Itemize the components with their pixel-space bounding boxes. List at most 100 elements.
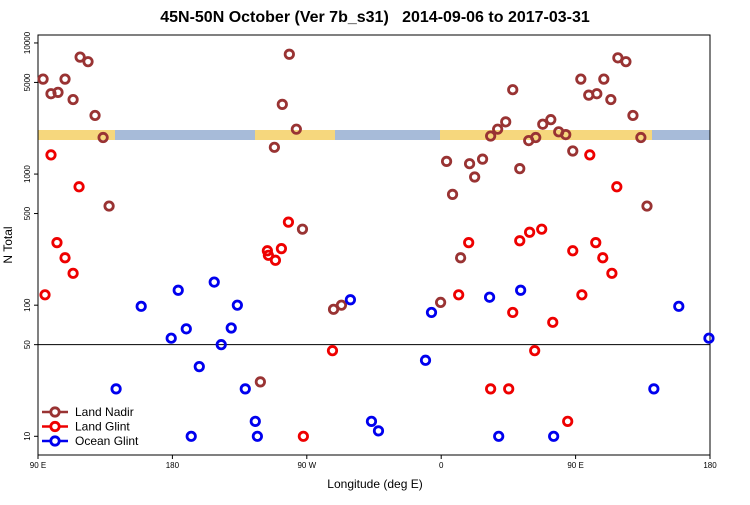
point [193,361,205,373]
point [548,430,560,442]
point [463,237,475,249]
point [547,316,559,328]
point [335,299,348,311]
x-tick-label: 180 [166,461,180,470]
point [208,276,220,288]
point [73,181,85,193]
point [82,56,94,68]
point [215,339,227,351]
point [576,289,588,301]
x-tick-label: 0 [439,461,444,470]
x-tick-label: 90 E [30,461,46,470]
point [507,84,519,96]
point [500,116,512,128]
plot-frame [37,34,711,456]
y-tick-label: 10000 [23,31,32,54]
point [562,415,574,427]
point [59,252,71,264]
point [67,267,79,279]
point [446,188,459,200]
y-tick-label: 500 [23,206,32,220]
point [51,237,63,249]
point [627,109,639,122]
y-tick-label: 10 [23,431,32,440]
point [641,200,653,212]
chart-title: 45N-50N October (Ver 7b_s31) 2014-09-06 … [160,9,590,26]
point [276,98,288,110]
surface-strip [38,130,710,140]
point [440,155,453,167]
point [598,73,610,85]
point [59,73,71,85]
point [283,48,295,60]
point [560,129,572,141]
point [536,223,548,235]
point [514,163,526,175]
point [463,158,476,170]
point [365,415,378,427]
legend-label: Land Nadir [75,405,134,419]
point [635,131,647,144]
point [372,425,385,437]
point [492,123,504,135]
point [591,88,603,100]
point [89,109,101,122]
point [269,254,282,266]
point [52,86,64,98]
point [567,245,579,257]
point [275,243,288,255]
point [185,430,197,442]
point [453,289,465,301]
point [45,149,57,161]
legend-marker [49,406,61,418]
point [135,300,147,312]
point [249,415,261,427]
point [67,93,79,106]
x-tick-label: 180 [703,461,717,470]
y-tick-label: 100 [23,298,32,312]
point [673,300,685,312]
point [435,296,447,309]
point [524,226,536,238]
point [165,332,177,344]
point [611,181,623,193]
point [254,376,266,388]
point [584,149,596,161]
point [326,345,339,357]
point [703,332,715,344]
point [483,291,496,303]
point [268,141,280,153]
point [648,383,660,395]
legend-marker [49,435,61,447]
point [239,383,251,395]
point [514,235,526,247]
point [530,131,542,144]
point [515,284,527,296]
point [493,430,505,442]
point [297,430,309,442]
point [262,249,275,261]
legend-label: Ocean Glint [75,434,139,448]
point [620,56,632,68]
y-tick-label: 50 [23,340,32,349]
legend-marker [49,420,61,433]
plot-layer: 90 E 180 90 W 0 90 E 180 10 50 100 500 1000 5000 100… [23,31,717,470]
point [545,114,557,126]
point [476,153,489,165]
point [567,145,579,157]
point [503,383,515,395]
point [37,73,49,85]
point [606,267,618,279]
point [172,284,184,296]
point [485,130,497,142]
point [344,294,357,306]
point [455,252,467,264]
point [74,51,86,63]
x-axis-label: Longitude (deg E) [327,477,422,491]
point [103,200,115,212]
point [290,123,302,135]
legend-label: Land Glint [75,420,130,434]
point [39,289,51,301]
point [180,323,192,335]
